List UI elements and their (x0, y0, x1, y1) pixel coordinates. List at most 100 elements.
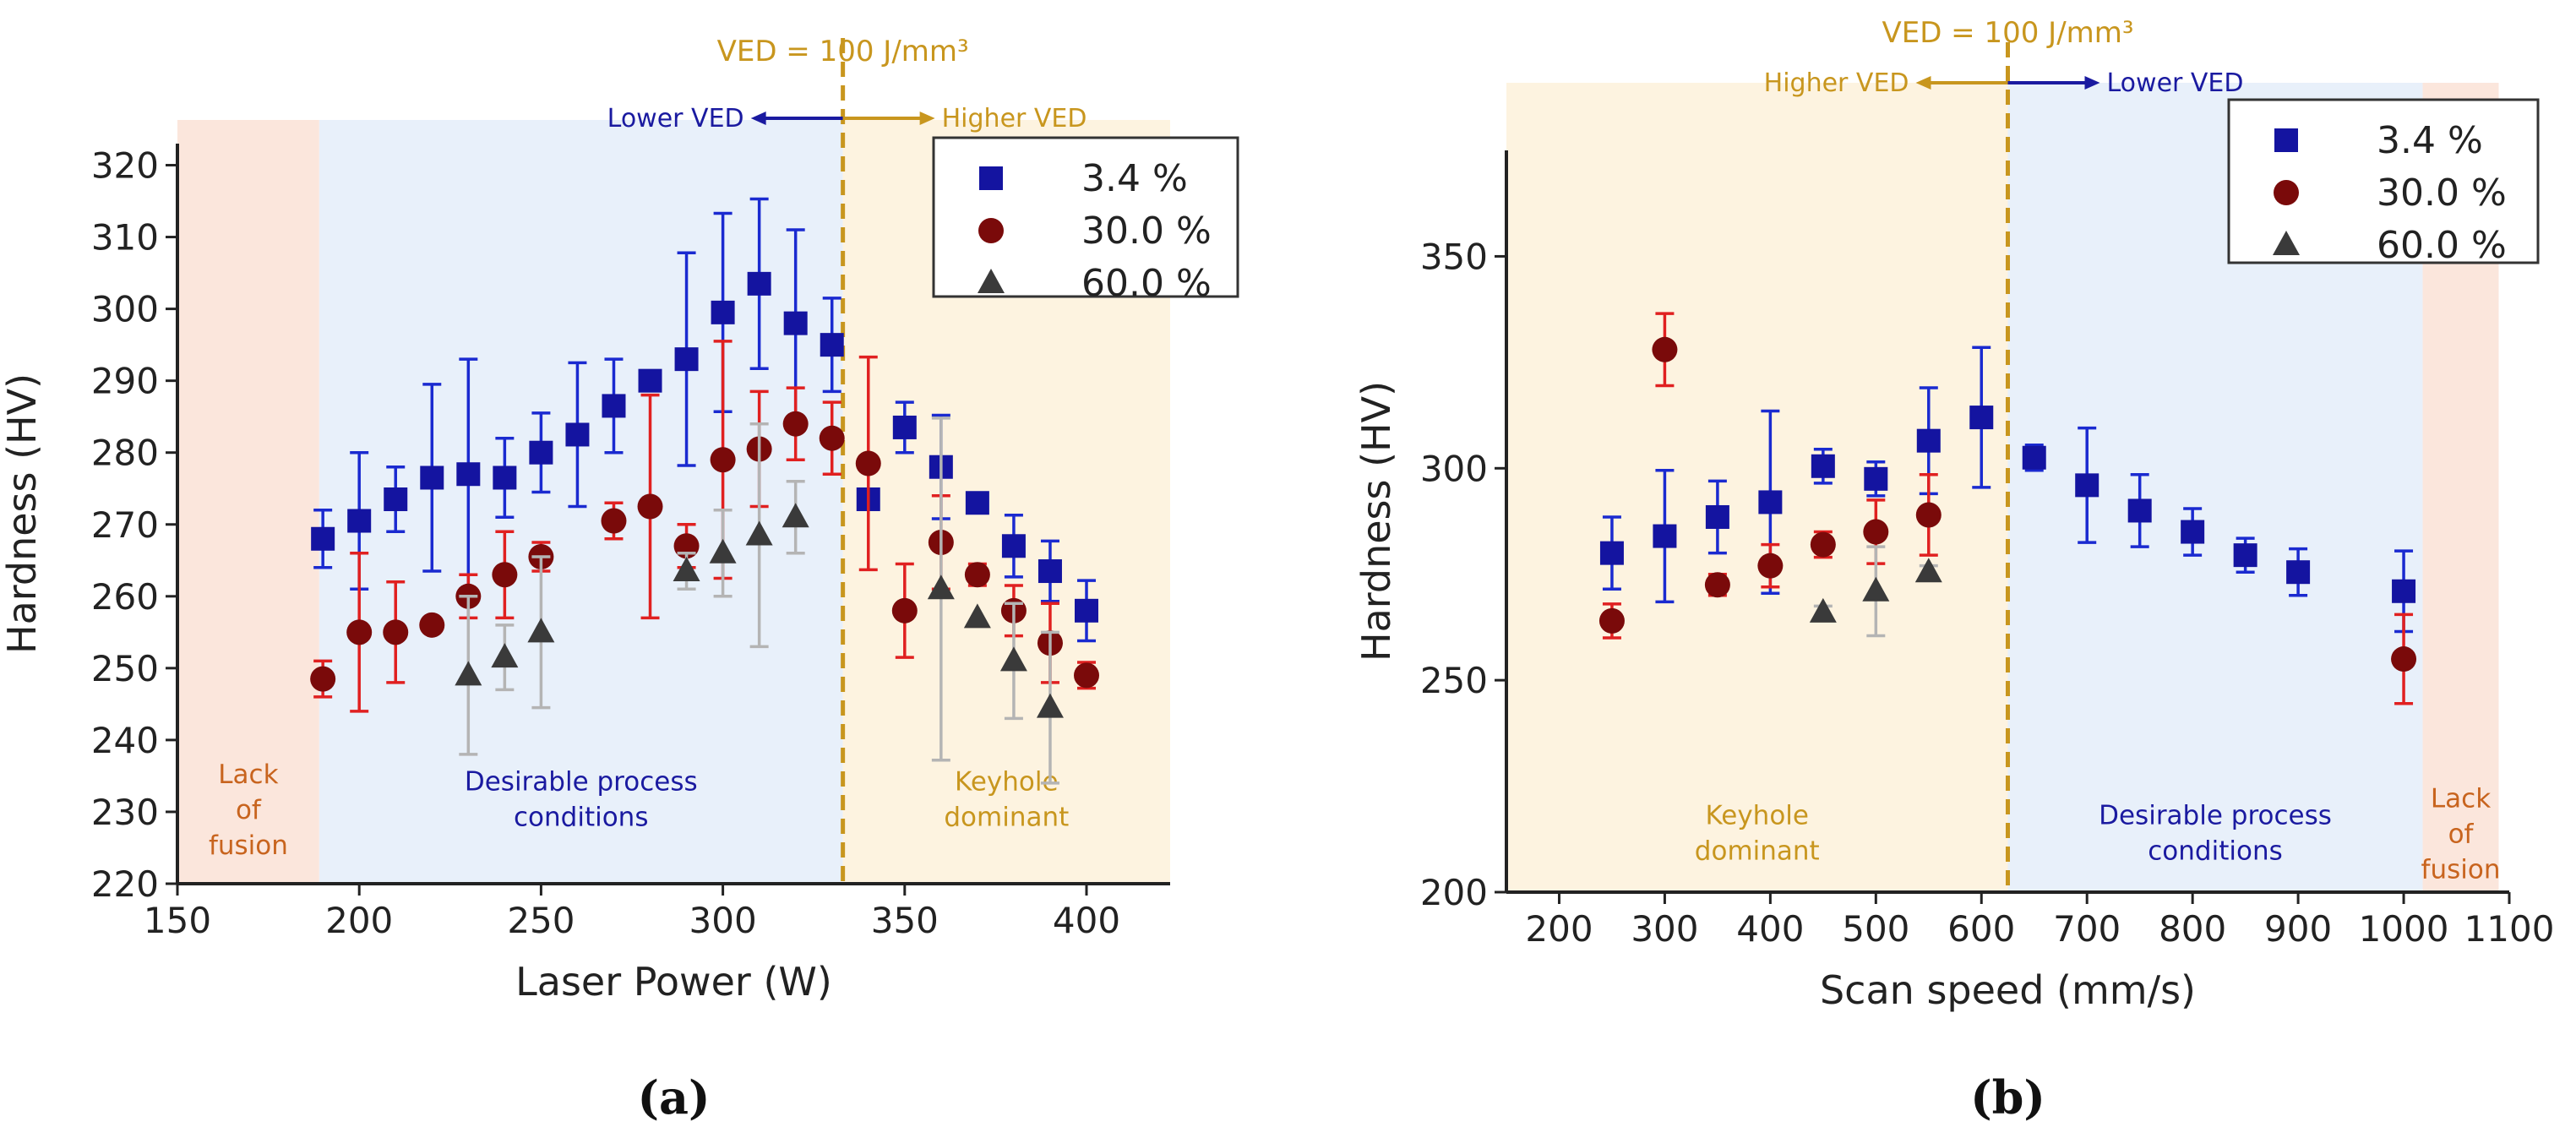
chart-a-series-1-point-0 (310, 666, 336, 692)
chart-b-series-0-point-2 (1705, 504, 1729, 529)
chart-b-series-0-point-3 (1758, 490, 1783, 515)
chart-a-series-0-point-7 (565, 422, 590, 447)
chart-a-y-tick-label-0: 220 (91, 863, 159, 905)
chart-a-series-0-point-10 (674, 347, 699, 372)
chart-b-x-tick-label-9: 1100 (2464, 908, 2555, 950)
chart-a-arrow-right-head (919, 112, 935, 125)
chart-a-legend-label-2: 60.0 % (1081, 262, 1212, 305)
chart-a-series-0-point-14 (820, 333, 844, 357)
chart-b-arrow-right-text: Lower VED (2107, 68, 2244, 98)
chart-a-y-tick-label-2: 240 (91, 720, 159, 761)
chart-a-x-tick-label-3: 300 (689, 900, 757, 941)
chart-b-series-0-point-1 (1653, 524, 1677, 548)
chart-b-series-0-point-6 (1916, 428, 1941, 453)
chart-b-region-label-2-2: fusion (2421, 855, 2501, 885)
chart-b-series-1-point-7 (2391, 646, 2417, 672)
chart-a-x-tick-label-4: 350 (871, 900, 939, 941)
chart-a-series-2-point-5 (745, 520, 773, 546)
chart-a-x-tick-label-1: 200 (325, 900, 393, 941)
chart-b-arrow-left-head (1915, 76, 1931, 90)
chart-a-series-1-point-14 (855, 450, 881, 476)
chart-a-legend-marker-0 (979, 166, 1003, 190)
chart-b-x-tick-label-7: 900 (2264, 908, 2332, 950)
chart-a-y-tick-label-3: 250 (91, 648, 159, 689)
chart-panel-a: Lack of fusion Desirable process conditions K… (0, 35, 1239, 1124)
chart-a-series-0-point-0 (311, 526, 335, 551)
chart-b-series-0-point-12 (2233, 543, 2257, 568)
chart-b-region-label-0-1: dominant (1695, 836, 1820, 867)
chart-b-y-tick-label-0: 200 (1420, 872, 1488, 913)
chart-a-series-0-point-6 (529, 440, 553, 465)
chart-a-series-2-point-9 (999, 646, 1027, 672)
chart-b-series-0-point-14 (2392, 579, 2416, 603)
chart-a-y-tick-label-5: 270 (91, 504, 159, 546)
chart-a-region-label-0-1: of (236, 795, 262, 825)
chart-b-series-0-point-8 (2022, 445, 2046, 470)
chart-a-region-label-1-1: conditions (514, 802, 648, 832)
chart-b-ved-label: VED = 100 J/mm³ (1882, 16, 2133, 50)
chart-b-x-tick-label-6: 800 (2159, 908, 2226, 950)
chart-b-legend-label-1: 30.0 % (2377, 172, 2507, 215)
chart-a-series-1 (310, 340, 1100, 713)
chart-a-region-label-0-0: Lack (218, 760, 278, 790)
chart-a-panel-label: (a) (637, 1070, 710, 1124)
chart-b-x-tick-label-4: 600 (1947, 908, 2015, 950)
chart-a-series-1-point-5 (492, 562, 518, 588)
chart-a-series-0 (311, 197, 1099, 643)
chart-b-y-tick-label-1: 250 (1420, 660, 1488, 701)
chart-b-region-0 (1506, 83, 2008, 892)
chart-b-legend-marker-0 (2274, 128, 2298, 152)
chart-a-arrow-left-head (750, 112, 766, 125)
chart-a-ved-label: VED = 100 J/mm³ (717, 35, 969, 68)
chart-b-region-label-2-0: Lack (2431, 784, 2491, 814)
chart-b-svg: Keyhole dominant Desirable process conditio… (1353, 16, 2555, 1124)
chart-b-legend-box (2227, 98, 2540, 264)
chart-b-x-tick-label-2: 400 (1736, 908, 1804, 950)
chart-b-legend-label-0: 3.4 % (2377, 119, 2483, 162)
chart-a-series-2-point-10 (1036, 693, 1064, 718)
chart-b-series-1-point-0 (1598, 607, 1625, 634)
chart-b-x-tick-label-5: 700 (2053, 908, 2121, 950)
chart-a-region-label-0-2: fusion (209, 830, 288, 861)
chart-a-series-1-point-10 (710, 447, 736, 473)
chart-a-series-2-point-7 (927, 574, 955, 600)
chart-a-series-0-point-8 (602, 394, 626, 418)
chart-a-series-0-point-1 (347, 509, 372, 533)
chart-a-y-tick-label-8: 300 (91, 289, 159, 330)
chart-a-series-2-point-2 (527, 618, 555, 643)
chart-a-series-0-point-5 (493, 466, 517, 490)
chart-b-series-0-point-9 (2075, 473, 2099, 498)
chart-a-series-2-point-4 (709, 538, 737, 564)
chart-a-series-2-point-1 (491, 643, 519, 668)
chart-a-series-0-point-3 (420, 466, 444, 490)
chart-a-legend-label-0: 3.4 % (1081, 157, 1188, 200)
chart-a-series-0-point-16 (892, 415, 917, 439)
chart-b-series-1-point-3 (1757, 553, 1784, 579)
chart-a-x-tick-label-5: 400 (1053, 900, 1120, 941)
chart-b-legend-marker-2 (2273, 231, 2300, 255)
chart-a-series-0-point-2 (384, 487, 408, 511)
chart-a-series-0-point-18 (965, 491, 989, 515)
chart-a-series-0-point-19 (1001, 534, 1026, 558)
chart-a-series-1-point-2 (383, 619, 409, 645)
chart-b-series-2 (1809, 545, 1942, 638)
chart-b-arrow-right-head (2084, 76, 2100, 90)
chart-b-series-1-point-6 (1915, 502, 1942, 528)
chart-a-series-0-point-4 (456, 462, 481, 487)
chart-b-series-2-point-0 (1809, 597, 1837, 623)
chart-a-arrow-right-text: Higher VED (942, 104, 1087, 133)
chart-panel-b: Keyhole dominant Desirable process conditio… (1288, 0, 2576, 1138)
chart-b-series-0-point-13 (2286, 560, 2311, 585)
chart-b-series-0-point-5 (1864, 466, 1888, 491)
chart-a-series-0-point-12 (747, 271, 771, 296)
chart-b-legend-marker-1 (2274, 180, 2299, 205)
chart-b-x-axis-title: Scan speed (mm/s) (1820, 967, 2196, 1013)
chart-b-series-0-point-0 (1599, 541, 1624, 565)
chart-a-region-label-2-1: dominant (944, 802, 1069, 832)
chart-a-y-tick-label-6: 280 (91, 433, 159, 474)
chart-a-series-0-point-13 (783, 311, 808, 335)
chart-a-y-tick-label-1: 230 (91, 792, 159, 833)
chart-a-series-0-point-11 (711, 300, 735, 324)
chart-a-series-1-point-1 (346, 619, 373, 645)
